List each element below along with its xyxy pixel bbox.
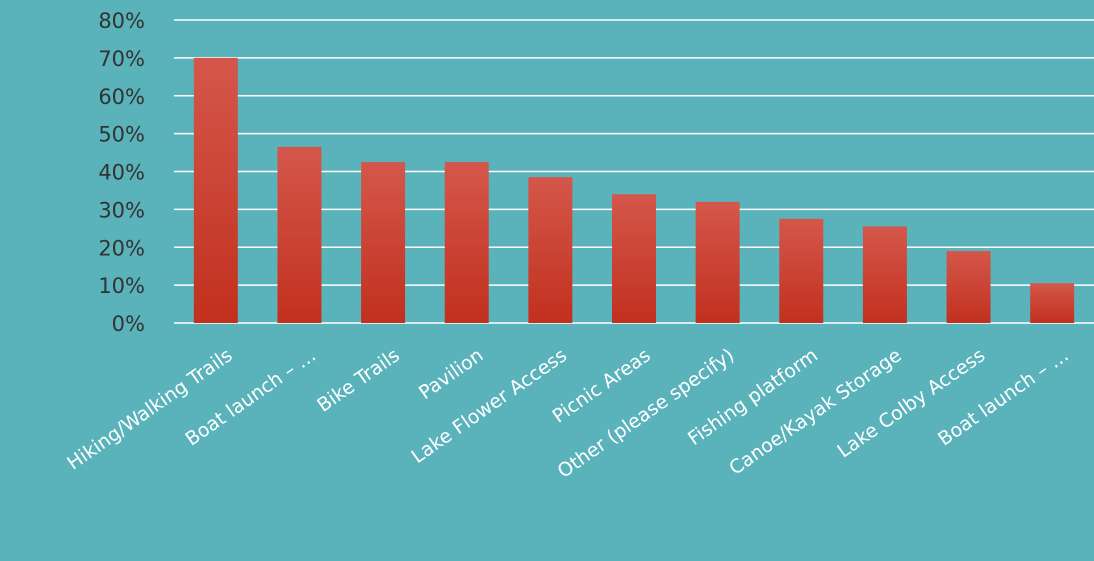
- bar: [946, 251, 991, 323]
- x-category-label: Lake Flower Access: [407, 344, 571, 468]
- x-category-label: Bike Trails: [313, 344, 404, 417]
- bar: [1030, 283, 1075, 323]
- y-tick-label: 40%: [98, 161, 145, 185]
- y-tick-label: 80%: [98, 9, 145, 33]
- x-category-label: Lake Colby Access: [833, 344, 989, 462]
- bar: [193, 57, 238, 323]
- bars: [193, 57, 1075, 323]
- bar: [779, 218, 824, 323]
- bar: [361, 162, 406, 323]
- bar: [612, 194, 656, 323]
- bar: [528, 177, 573, 323]
- y-tick-label: 0%: [112, 312, 145, 336]
- y-tick-label: 20%: [98, 236, 145, 260]
- x-category-label: Hiking/Walking Trails: [63, 344, 236, 474]
- y-tick-label: 60%: [98, 85, 145, 109]
- bar: [862, 226, 907, 323]
- y-tick-label: 10%: [98, 274, 145, 298]
- gridlines: [174, 19, 1094, 324]
- bar: [277, 146, 322, 323]
- x-category-label: Pavilion: [415, 344, 487, 404]
- bar: [444, 162, 489, 323]
- y-axis-tick-labels: 0% 10% 20% 30% 40% 50% 60% 70% 80%: [98, 9, 145, 336]
- y-tick-label: 70%: [98, 47, 145, 71]
- bar: [695, 201, 740, 323]
- y-tick-label: 30%: [98, 198, 145, 222]
- y-tick-label: 50%: [98, 123, 145, 147]
